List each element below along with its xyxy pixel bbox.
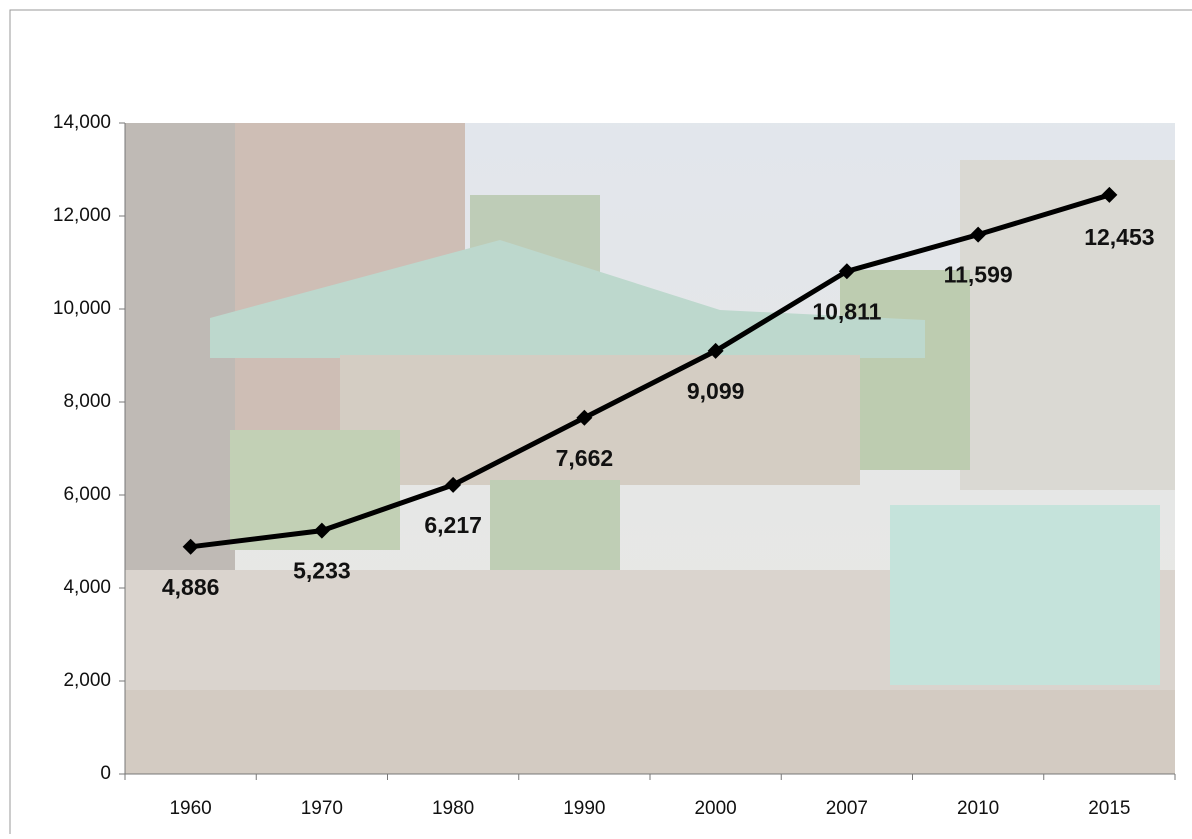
value-label: 11,599 <box>944 262 1013 288</box>
value-label: 9,099 <box>687 378 745 404</box>
value-label: 4,886 <box>162 574 220 600</box>
value-label: 6,217 <box>424 512 482 538</box>
x-tick-label: 1980 <box>432 798 474 819</box>
y-tick-label: 10,000 <box>53 298 111 319</box>
x-tick-label: 1960 <box>169 798 211 819</box>
y-tick-label: 8,000 <box>63 391 111 412</box>
value-label: 10,811 <box>812 298 881 324</box>
x-tick-label: 2000 <box>694 798 736 819</box>
x-tick-label: 1970 <box>301 798 343 819</box>
value-label: 7,662 <box>556 445 614 471</box>
x-tick-label: 1990 <box>563 798 605 819</box>
y-tick-label: 2,000 <box>63 670 111 691</box>
y-tick-label: 14,000 <box>53 112 111 133</box>
y-tick-label: 4,000 <box>63 577 111 598</box>
x-tick-label: 2015 <box>1088 798 1130 819</box>
y-tick-label: 0 <box>100 763 111 784</box>
x-tick-label: 2007 <box>826 798 868 819</box>
x-tick-label: 2010 <box>957 798 999 819</box>
chart: 0 2,000 4,000 6,000 8,000 10,000 12,000 14,000 1… <box>0 0 1192 834</box>
y-tick-label: 12,000 <box>53 205 111 226</box>
value-label: 12,453 <box>1084 224 1154 250</box>
y-tick-label: 6,000 <box>63 484 111 505</box>
value-label: 5,233 <box>293 558 351 584</box>
